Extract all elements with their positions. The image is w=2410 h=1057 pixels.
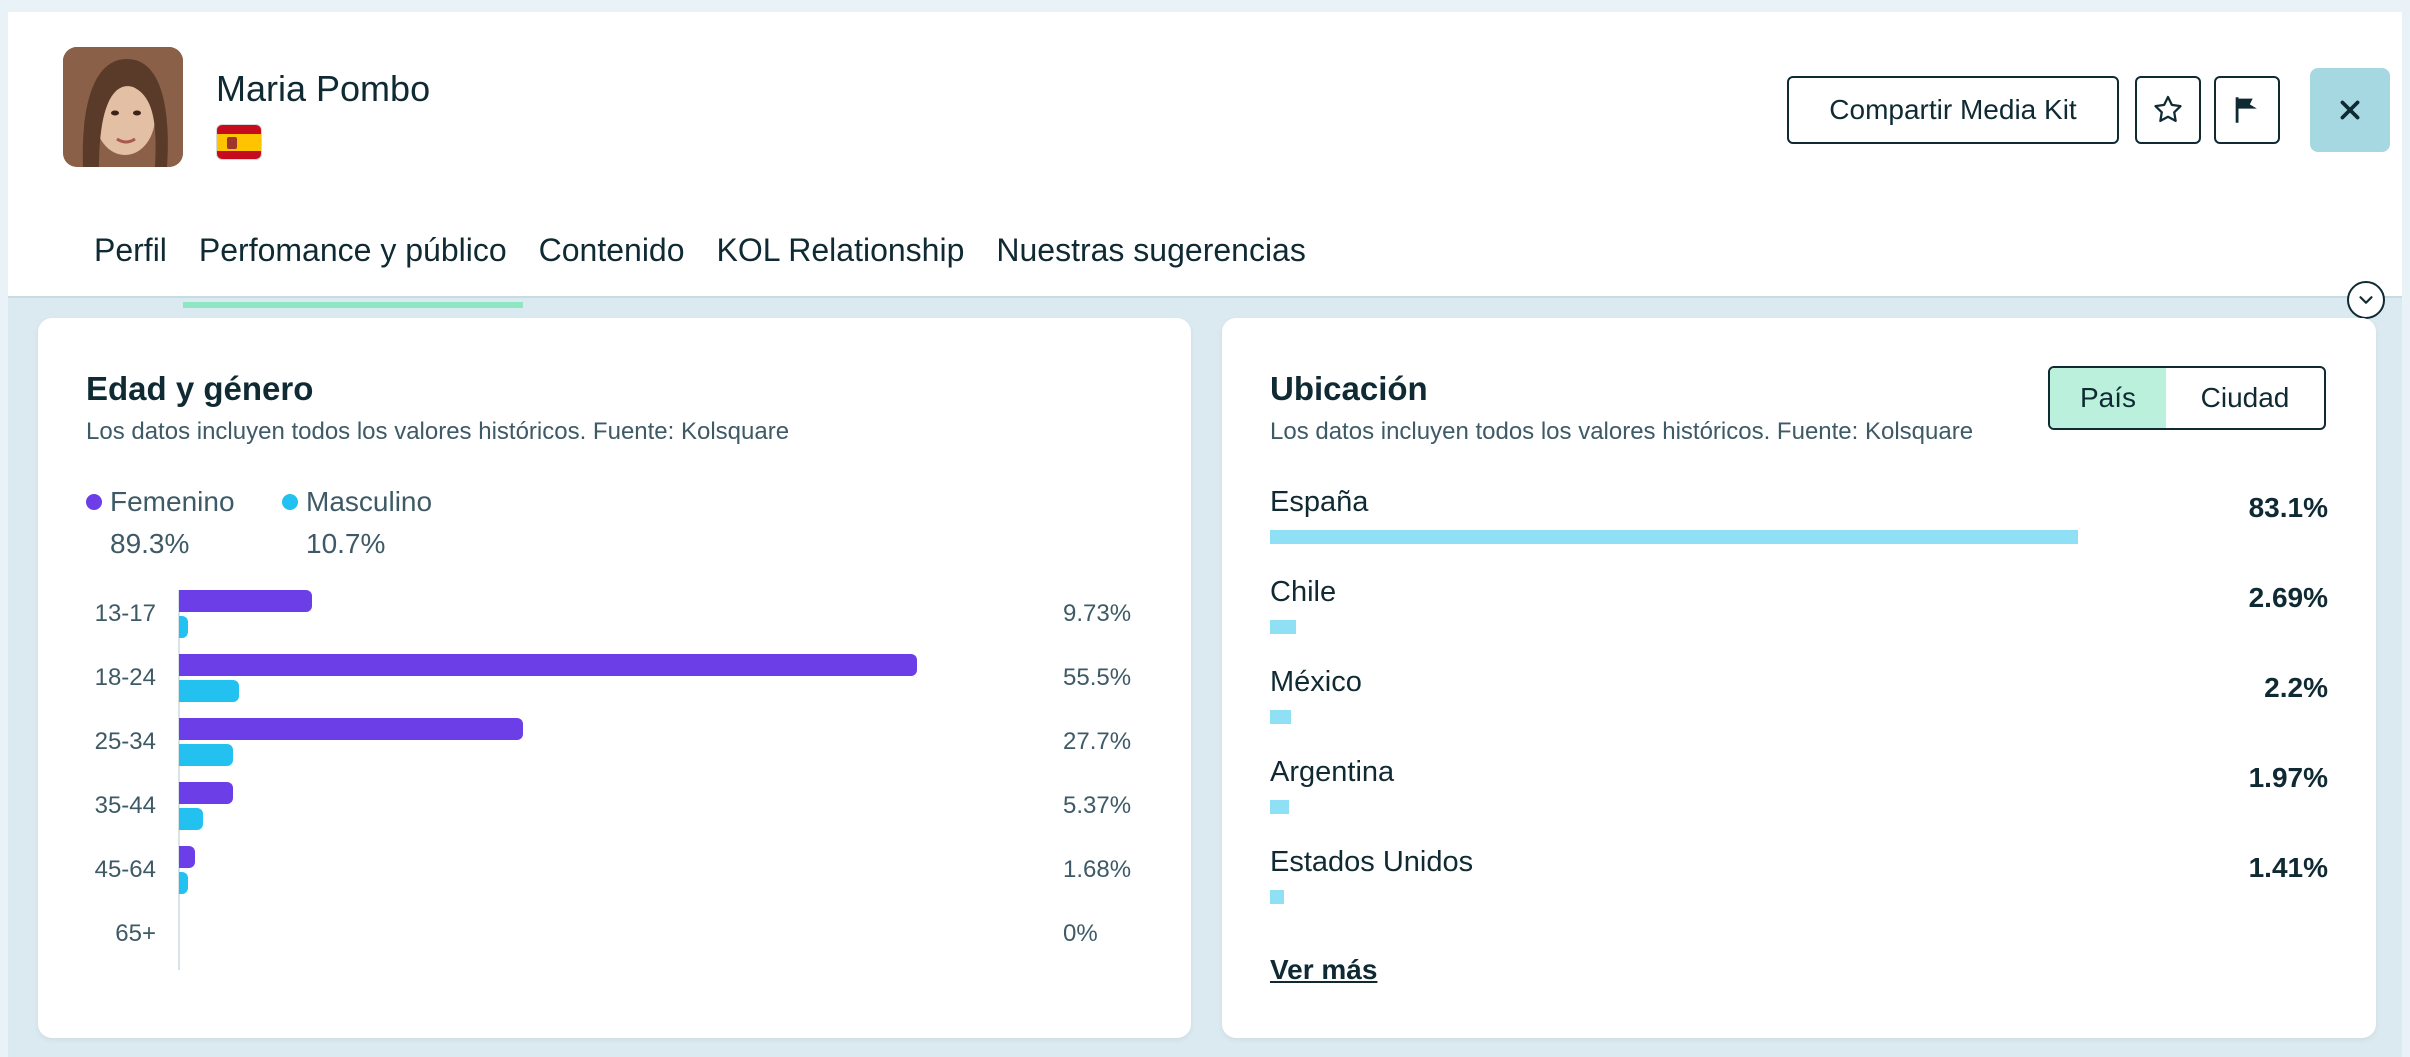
share-media-kit-button[interactable]: Compartir Media Kit bbox=[1787, 76, 2119, 144]
female-bar bbox=[179, 846, 196, 868]
female-bar bbox=[179, 718, 524, 740]
age-range-percent: 9.73% bbox=[1063, 600, 1132, 627]
location-percent: 1.41% bbox=[2248, 852, 2328, 883]
report-button[interactable] bbox=[2214, 76, 2280, 144]
age-range-label: 13-17 bbox=[94, 600, 156, 627]
location-toggle: País Ciudad bbox=[2048, 366, 2326, 430]
expand-button[interactable] bbox=[2347, 281, 2385, 319]
female-bar bbox=[179, 590, 312, 612]
location-percent: 83.1% bbox=[2248, 492, 2328, 523]
tab-sugerencias[interactable]: Nuestras sugerencias bbox=[996, 232, 1306, 268]
favorite-button[interactable] bbox=[2135, 76, 2201, 144]
location-name: Chile bbox=[1270, 576, 1337, 608]
location-card: Ubicación Los datos incluyen todos los v… bbox=[1222, 318, 2376, 1038]
age-range-label: 18-24 bbox=[94, 664, 156, 691]
female-bar bbox=[179, 654, 917, 676]
location-name: Estados Unidos bbox=[1270, 846, 1474, 878]
legend-female: Femenino bbox=[86, 486, 235, 518]
male-bar bbox=[179, 680, 239, 702]
chart-axis bbox=[178, 590, 180, 970]
legend-male: Masculino bbox=[282, 486, 432, 518]
tab-performance[interactable]: Perfomance y público bbox=[182, 232, 523, 308]
age-range-percent: 1.68% bbox=[1063, 856, 1132, 883]
location-percent: 1.97% bbox=[2248, 762, 2328, 793]
age-range-label: 45-64 bbox=[94, 856, 156, 883]
influencer-name: Maria Pombo bbox=[216, 68, 431, 109]
profile-header: Maria Pombo Compartir Media Kit Perfil P… bbox=[8, 12, 2402, 308]
male-bar bbox=[179, 744, 233, 766]
male-dot-icon bbox=[282, 494, 298, 510]
location-name: España bbox=[1270, 486, 1369, 518]
age-range-percent: 27.7% bbox=[1063, 728, 1132, 755]
age-range-label: 35-44 bbox=[94, 792, 156, 819]
toggle-country[interactable]: País bbox=[2050, 368, 2166, 428]
age-range-label: 65+ bbox=[115, 920, 156, 947]
location-subtitle: Los datos incluyen todos los valores his… bbox=[1270, 418, 1974, 445]
see-more-link[interactable]: Ver más bbox=[1270, 954, 1378, 985]
close-button[interactable] bbox=[2310, 68, 2390, 152]
toggle-city[interactable]: Ciudad bbox=[2200, 382, 2290, 413]
chevron-down-icon bbox=[2359, 296, 2373, 304]
male-bar bbox=[179, 872, 188, 894]
location-name: Argentina bbox=[1270, 756, 1395, 788]
location-title: Ubicación bbox=[1270, 370, 1428, 407]
female-bar bbox=[179, 782, 233, 804]
close-icon bbox=[2340, 100, 2360, 120]
tab-kol-relationship[interactable]: KOL Relationship bbox=[716, 232, 965, 268]
age-gender-subtitle: Los datos incluyen todos los valores his… bbox=[86, 418, 790, 445]
location-percent: 2.2% bbox=[2264, 672, 2328, 703]
flag-icon bbox=[2235, 97, 2257, 123]
profile-tabs: Perfil Perfomance y público Contenido KO… bbox=[66, 232, 1322, 308]
avatar-image bbox=[63, 47, 183, 167]
age-range-percent: 55.5% bbox=[1063, 664, 1132, 691]
female-dot-icon bbox=[86, 494, 102, 510]
location-bar bbox=[1270, 620, 1297, 634]
legend-male-label: Masculino bbox=[306, 486, 433, 517]
avatar bbox=[63, 47, 183, 167]
tab-contenido[interactable]: Contenido bbox=[538, 232, 685, 268]
location-bar bbox=[1270, 530, 2078, 544]
legend-female-value: 89.3% bbox=[110, 528, 190, 559]
location-bar bbox=[1270, 890, 1284, 904]
location-bar bbox=[1270, 710, 1292, 724]
age-range-percent: 5.37% bbox=[1063, 792, 1132, 819]
age-gender-title: Edad y género bbox=[86, 370, 314, 407]
tab-perfil[interactable]: Perfil bbox=[94, 232, 167, 268]
spain-flag-icon bbox=[216, 124, 262, 160]
male-bar bbox=[179, 808, 203, 830]
age-range-percent: 0% bbox=[1063, 920, 1098, 947]
legend-male-value: 10.7% bbox=[306, 528, 386, 559]
location-percent: 2.69% bbox=[2248, 582, 2328, 613]
male-bar bbox=[179, 616, 188, 638]
legend-female-label: Femenino bbox=[110, 486, 235, 517]
age-range-label: 25-34 bbox=[94, 728, 156, 755]
star-icon bbox=[2154, 95, 2182, 123]
location-name: México bbox=[1270, 666, 1362, 698]
age-gender-card: Edad y género Los datos incluyen todos l… bbox=[38, 318, 1191, 1038]
location-bar bbox=[1270, 800, 1290, 814]
